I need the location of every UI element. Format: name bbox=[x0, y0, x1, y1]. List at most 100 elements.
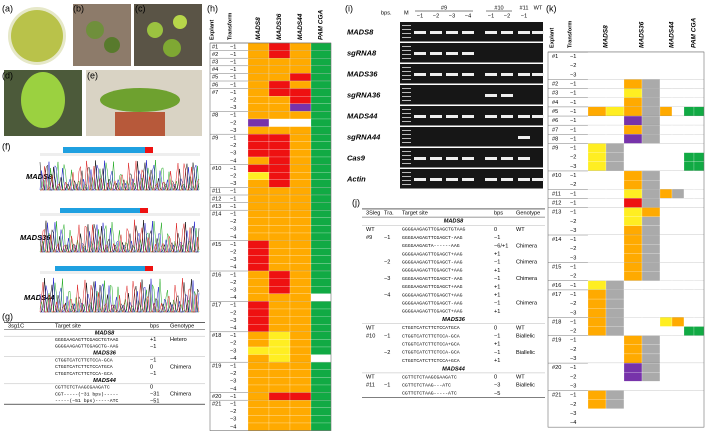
genotype-cell bbox=[671, 180, 685, 190]
genotype-cell bbox=[683, 70, 695, 80]
transform-label: −1 bbox=[570, 100, 576, 106]
genotype-cell bbox=[605, 134, 625, 144]
transform-label: −1 bbox=[230, 135, 236, 141]
sequence: CGTTCTCTAAGCGAAGATC bbox=[55, 384, 110, 390]
sequence: CTGGTCATCTTCTCCA+GCA bbox=[402, 358, 460, 364]
explant-label: #18 bbox=[212, 333, 221, 339]
transform-label: −1 bbox=[570, 54, 576, 60]
genotype-cell bbox=[310, 118, 332, 127]
genotype-cell bbox=[605, 79, 625, 89]
group-label: #10 bbox=[494, 5, 503, 11]
genotype-cell bbox=[605, 161, 625, 172]
genotype-cell bbox=[671, 152, 685, 162]
genotype-cell bbox=[247, 187, 270, 196]
sequence: CGTTCTCTAAGCGAAGATC bbox=[402, 374, 457, 380]
gel-strip bbox=[400, 127, 543, 147]
genotype-cell bbox=[683, 125, 695, 135]
genotype-cell bbox=[671, 335, 685, 345]
genotype-cell bbox=[641, 152, 661, 162]
genotype-cell bbox=[623, 152, 643, 162]
band bbox=[485, 115, 497, 118]
ladder-band bbox=[402, 155, 411, 156]
genotype-cell bbox=[289, 369, 312, 378]
genotype-cell bbox=[289, 270, 312, 279]
lane-label: −3 bbox=[449, 13, 455, 19]
transform-label: −1 bbox=[230, 242, 236, 248]
genotype-cell bbox=[623, 353, 643, 364]
genotype-cell bbox=[693, 70, 705, 80]
genotype-cell bbox=[605, 61, 625, 71]
genotype-cell bbox=[310, 80, 332, 89]
genotype-cell bbox=[623, 79, 643, 89]
genotype-cell bbox=[247, 88, 270, 97]
genotype-cell bbox=[587, 317, 607, 327]
genotype-cell bbox=[683, 143, 695, 153]
genotype-cell bbox=[641, 79, 661, 89]
cell-text: 0 bbox=[494, 374, 497, 380]
genotype-cell bbox=[641, 88, 661, 98]
sequence: GGGGAAGAGTTCGAGCT+AAG bbox=[402, 292, 463, 298]
genotype-cell bbox=[641, 161, 661, 172]
genotype-cell bbox=[659, 262, 673, 272]
panel-label: (c) bbox=[135, 3, 146, 13]
transform-label: −2 bbox=[230, 280, 236, 286]
transform-label: −3 bbox=[230, 287, 236, 293]
genotype-cell bbox=[310, 240, 332, 249]
cell-text: Chimera bbox=[516, 243, 538, 249]
genotype-cell bbox=[671, 363, 685, 373]
genotype-cell bbox=[268, 240, 291, 249]
genotype-cell bbox=[659, 280, 673, 290]
band bbox=[532, 73, 544, 76]
transform-label: −1 bbox=[570, 127, 576, 133]
gene-label: MADS36 bbox=[20, 233, 51, 242]
trace bbox=[40, 160, 200, 191]
plantlet bbox=[173, 15, 187, 29]
ladder-band bbox=[402, 92, 411, 93]
transform-label: −1 bbox=[570, 91, 576, 97]
genotype-cell bbox=[268, 369, 291, 378]
genotype-cell bbox=[587, 234, 607, 245]
cell-text: Chimera bbox=[170, 391, 192, 397]
band bbox=[518, 115, 530, 118]
explant-label: #8 bbox=[212, 113, 218, 119]
genotype-cell bbox=[289, 316, 312, 325]
band bbox=[485, 94, 497, 97]
genotype-cell bbox=[641, 353, 661, 364]
transform-label: −2 bbox=[570, 347, 576, 353]
genotype-cell bbox=[247, 346, 270, 355]
genotype-cell bbox=[268, 164, 291, 173]
sequence: GGGGAAGAGTA------AAG bbox=[402, 243, 460, 249]
plant bbox=[21, 72, 65, 128]
genotype-cell bbox=[605, 353, 625, 364]
transform-label: −2 bbox=[570, 219, 576, 225]
genotype-cell bbox=[683, 88, 695, 98]
genotype-cell bbox=[587, 353, 607, 364]
genotype-cell bbox=[587, 363, 607, 373]
panel-label: (h) bbox=[207, 3, 218, 13]
genotype-cell bbox=[659, 289, 673, 300]
transform-label: −1 bbox=[570, 265, 576, 271]
transform-label: −3 bbox=[570, 164, 576, 170]
genotype-cell bbox=[683, 353, 695, 364]
genotype-cell bbox=[671, 280, 685, 290]
lane-label: −4 bbox=[465, 13, 471, 19]
genotype-cell bbox=[623, 381, 643, 391]
transform-label: −3 bbox=[230, 151, 236, 157]
genotype-cell bbox=[289, 65, 312, 74]
genotype-cell bbox=[247, 354, 270, 363]
genotype-cell bbox=[310, 415, 332, 424]
genotype-cell bbox=[683, 106, 695, 117]
genotype-cell bbox=[605, 408, 625, 419]
genotype-cell bbox=[247, 384, 270, 393]
genotype-cell bbox=[268, 88, 291, 97]
cell-text: WT bbox=[516, 325, 525, 331]
transform-label: −1 bbox=[230, 75, 236, 81]
genotype-cell bbox=[693, 225, 705, 236]
transform-label: −1 bbox=[570, 82, 576, 88]
band bbox=[518, 136, 530, 139]
ladder-band bbox=[402, 71, 411, 72]
explant-label: #20 bbox=[552, 365, 561, 371]
genotype-cell bbox=[623, 289, 643, 300]
transform-label: −3 bbox=[230, 227, 236, 233]
genotype-cell bbox=[641, 244, 661, 254]
